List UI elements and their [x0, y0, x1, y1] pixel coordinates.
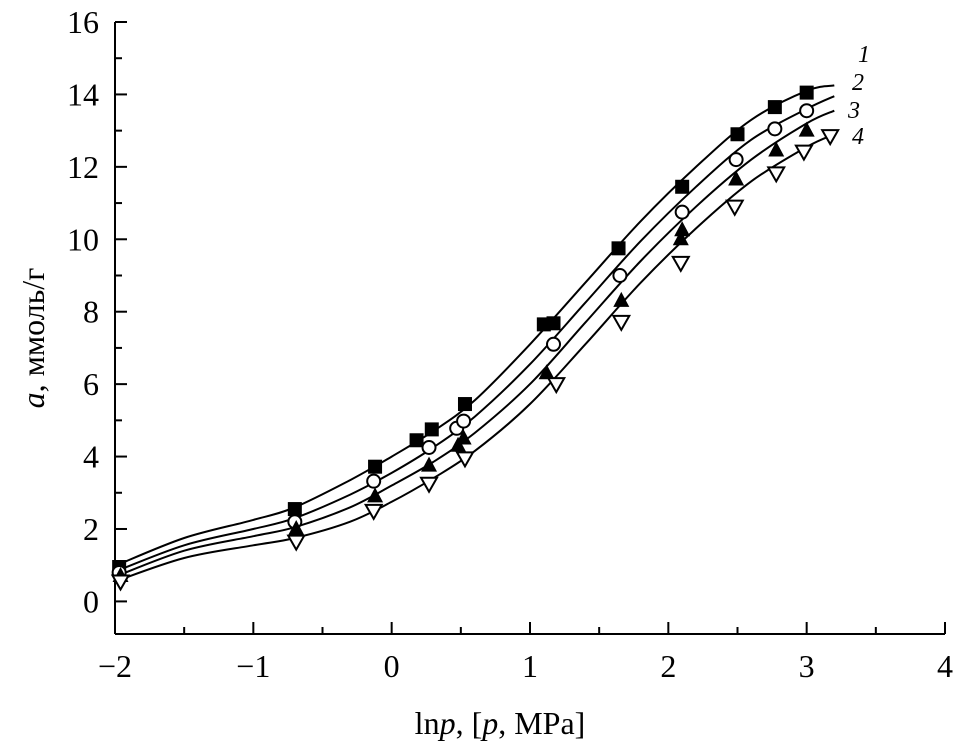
series-2-point [421, 440, 437, 456]
series-3-point [728, 170, 745, 186]
series-3-point [288, 519, 305, 535]
y-tick-label: 4 [83, 439, 99, 475]
series-3-point [613, 291, 630, 307]
series-3-point [672, 230, 689, 246]
series-2-curve [114, 95, 835, 573]
series-1-point [730, 127, 745, 142]
series-4-point [286, 534, 306, 552]
series-1-label: 1 [858, 42, 870, 68]
series-3-curve [114, 109, 835, 578]
series-1-point [409, 433, 424, 448]
series-4-point [546, 377, 567, 395]
series-4-point [766, 166, 786, 184]
x-tick-label: 0 [384, 648, 400, 684]
series-2-point [366, 473, 382, 489]
series-4-point [820, 129, 840, 147]
series-3-point [798, 121, 815, 137]
series-2-point [799, 103, 815, 119]
series-4-label: 4 [852, 124, 864, 150]
fit-curves [114, 84, 835, 583]
series-2-point [767, 121, 783, 137]
series-3-point [455, 429, 472, 445]
series-3-point [421, 456, 438, 472]
x-tick-label: 4 [937, 648, 953, 684]
series-4-curve [114, 133, 835, 583]
x-axis-title: lnp, [p, MPa] [415, 705, 586, 741]
x-tick-label: −1 [236, 648, 270, 684]
y-tick-label: 8 [83, 294, 99, 330]
series-4-point [725, 199, 745, 217]
series-4-point [419, 476, 439, 494]
y-tick-label: 14 [67, 76, 99, 112]
series-4-point [110, 574, 131, 592]
series-4-point [671, 255, 691, 273]
series-3-point [538, 364, 555, 380]
series-4-point [363, 503, 384, 521]
series-1-point [611, 241, 626, 256]
x-tick-label: 3 [799, 648, 815, 684]
axes [114, 21, 946, 635]
series-1-point [368, 459, 383, 474]
series-2-point [612, 267, 628, 283]
y-tick-label: 6 [83, 366, 99, 402]
series-1-point [546, 316, 561, 331]
series-2-label: 2 [852, 70, 864, 96]
series-1-curve [114, 84, 835, 567]
series-4-point [794, 144, 814, 162]
series-3-point [367, 487, 384, 503]
series-2-point [456, 413, 472, 429]
series-2-point [674, 204, 690, 220]
series-1-point [287, 502, 302, 517]
series-3-point [674, 221, 691, 237]
series-1-point [457, 397, 472, 412]
y-tick-label: 0 [83, 583, 99, 619]
x-tick-label: 2 [660, 648, 676, 684]
y-tick-label: 2 [83, 511, 99, 547]
series-1-point [424, 422, 439, 437]
y-tick-label: 10 [67, 221, 99, 257]
series-1-point [675, 179, 690, 194]
series-3-label: 3 [847, 98, 860, 124]
series-2-point [728, 152, 744, 168]
series-3-point [768, 141, 785, 157]
series-4-point [455, 451, 475, 469]
x-tick-label: −2 [98, 648, 132, 684]
series-1-point [767, 100, 782, 115]
series-1-point [799, 85, 814, 100]
series-4-point [611, 314, 632, 332]
data-markers [110, 85, 840, 592]
x-tick-label: 1 [522, 648, 538, 684]
y-tick-label: 16 [67, 4, 99, 40]
y-tick-label: 12 [67, 149, 99, 185]
series-2-point [546, 336, 562, 352]
y-axis-title: a, ммоль/г [15, 268, 51, 409]
